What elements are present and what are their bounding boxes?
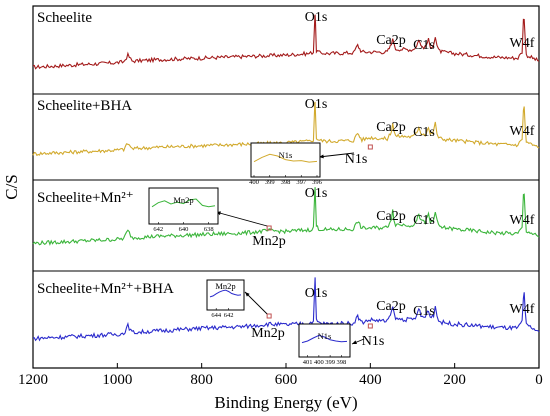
inset-line <box>301 334 348 344</box>
x-ticks: 1200 1000 800 600 400 200 0 <box>18 363 543 388</box>
panel-labels: Scheelite Scheelite+BHA Scheelite+Mn²⁺ Sche… <box>37 10 174 297</box>
inset-plot: N1s 401 400 399 398 <box>298 323 351 366</box>
peak-annotation: O1s <box>305 97 328 112</box>
y-axis-label: C/S <box>2 174 21 200</box>
inset-tick-label: 399 <box>265 179 275 186</box>
x-tick-label: 600 <box>275 372 298 388</box>
inset-line <box>151 198 216 208</box>
inset-title: Mn2p <box>173 195 193 205</box>
inset-frame <box>148 187 219 225</box>
series-line <box>32 101 540 157</box>
inset-plot: Mn2p 644 642 <box>206 279 245 319</box>
peak-annotation: C1s <box>413 304 435 319</box>
pointer-arrow <box>215 211 268 227</box>
x-tick-label: 800 <box>190 372 213 388</box>
peak-annotation: C1s <box>413 125 435 140</box>
pointer-arrow <box>318 152 355 158</box>
arrow-head <box>245 292 250 297</box>
inset-plot: Mn2p 642 640 638 <box>148 187 219 233</box>
peak-annotation: C1s <box>413 38 435 53</box>
series-name-label: Scheelite <box>37 10 92 26</box>
peak-annotation: W4f <box>510 213 535 228</box>
peak-annotation: Ca2p <box>376 120 406 135</box>
inset-line <box>253 153 318 163</box>
series-line <box>32 277 540 342</box>
peak-annotation: W4f <box>510 124 535 139</box>
inset-plot: N1s 400 399 398 397 396 <box>249 142 323 186</box>
series-name-label: Scheelite+Mn²⁺ <box>37 190 134 206</box>
peak-annotation: Mn2p <box>251 326 284 341</box>
peak-annotation: W4f <box>510 302 535 317</box>
series-line <box>32 14 540 70</box>
peak-annotation: N1s <box>362 334 385 349</box>
inset-tick-label: 396 <box>312 179 323 186</box>
x-tick-label: 200 <box>443 372 466 388</box>
zoom-marker <box>367 323 373 329</box>
peak-annotation: O1s <box>305 186 328 201</box>
inset-tick-label: 642 <box>224 312 234 319</box>
plot-frame <box>32 5 540 369</box>
inset-tick-label: 642 <box>153 226 163 233</box>
peak-annotation: W4f <box>510 36 535 51</box>
inset-tick-label: 644 <box>211 312 222 319</box>
series-line <box>32 187 540 246</box>
inset-line <box>209 289 242 298</box>
inset-title: N1s <box>318 331 332 341</box>
peak-annotation: C1s <box>413 213 435 228</box>
x-tick-label: 0 <box>535 372 543 388</box>
peak-annotation: O1s <box>305 10 328 25</box>
peak-annotation: Ca2p <box>376 209 406 224</box>
inset-tick-label: 399 <box>325 359 335 366</box>
series-name-label: Scheelite+Mn²⁺+BHA <box>37 281 174 297</box>
inset-tick-label: 398 <box>281 179 291 186</box>
inset-tick-label: 400 <box>249 179 259 186</box>
x-tick-label: 1000 <box>102 372 132 388</box>
peak-annotation: Mn2p <box>252 234 285 249</box>
series-layer <box>32 14 540 342</box>
zoom-marker <box>367 144 373 150</box>
inset-title: Mn2p <box>215 281 235 291</box>
inset-tick-label: 397 <box>296 179 307 186</box>
peak-annotation: O1s <box>305 286 328 301</box>
arrow-head <box>352 340 357 345</box>
peak-annotation: Ca2p <box>376 33 406 48</box>
inset-tick-label: 638 <box>204 226 214 233</box>
peak-annotation: Ca2p <box>376 299 406 314</box>
x-tick-label: 400 <box>359 372 382 388</box>
arrow-head <box>319 154 324 159</box>
peak-annotation: N1s <box>345 152 368 167</box>
inset-tick-label: 401 <box>303 359 313 366</box>
zoom-marker <box>266 225 272 231</box>
annotation-layer: O1s Ca2p C1s W4f O1s Ca2p C1s W4f N1s O1s Ca2p C1s W… <box>215 10 535 349</box>
x-axis-label: Binding Energy (eV) <box>214 393 357 412</box>
inset-tick-label: 400 <box>314 359 324 366</box>
x-tick-label: 1200 <box>18 372 48 388</box>
inset-title: N1s <box>279 150 293 160</box>
inset-tick-label: 640 <box>179 226 189 233</box>
inset-tick-label: 398 <box>337 359 347 366</box>
zoom-marker <box>266 313 272 319</box>
series-name-label: Scheelite+BHA <box>37 98 132 114</box>
pointer-arrow <box>244 291 268 315</box>
